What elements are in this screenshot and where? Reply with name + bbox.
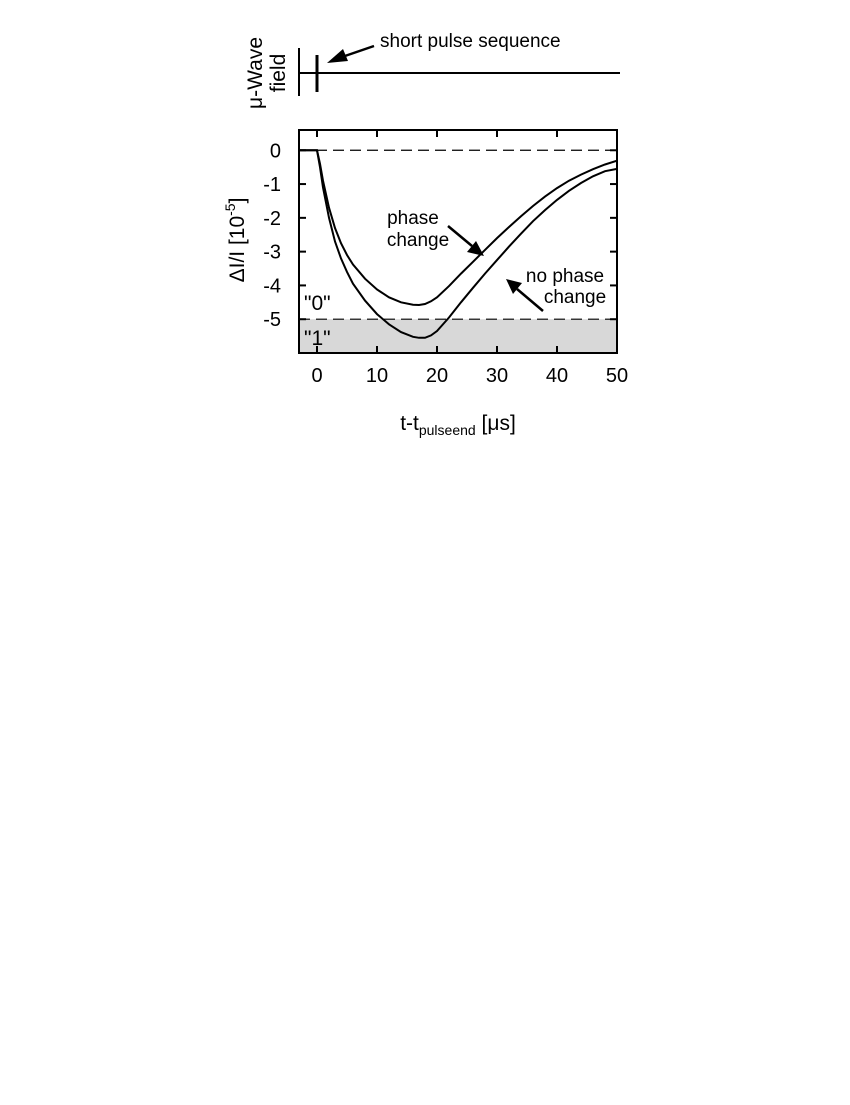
- x-tick-label-30: 30: [486, 365, 508, 387]
- y-axis-title-superscript: -5: [222, 203, 238, 216]
- y-tick-label--2: -2: [263, 208, 281, 230]
- state-label-0: "0": [304, 292, 331, 315]
- annotation-no-phase-change-line2: change: [544, 287, 606, 308]
- series-line-1: [299, 149, 618, 339]
- phase-change-arrow-shaft: [447, 225, 473, 247]
- pulse-panel: short pulse sequence μ-Wave field: [244, 31, 620, 109]
- y-axis-title: ΔI/I [10-5]: [222, 198, 249, 283]
- no-phase-change-arrow-head: [506, 279, 522, 294]
- y-tick-label--4: -4: [263, 275, 281, 297]
- y-tick-label--1: -1: [263, 174, 281, 196]
- no-phase-change-arrow-shaft: [516, 288, 544, 312]
- annotation-no-phase-change: no phase change: [506, 266, 606, 312]
- annotation-phase-change-line1: phase: [387, 208, 439, 229]
- y-axis-title-main: ΔI/I [10: [226, 216, 249, 283]
- annotation-phase-change-line2: change: [387, 230, 449, 251]
- phase-change-arrow-head: [467, 241, 484, 256]
- x-axis-title: t-tpulseend [μs]: [400, 412, 516, 438]
- x-tick-label-20: 20: [426, 365, 448, 387]
- threshold-region: [299, 319, 617, 353]
- x-ticks: 0 10 20 30 40 50: [311, 130, 628, 387]
- pulse-arrow-head: [327, 49, 348, 63]
- y-axis-title-end: ]: [226, 198, 249, 204]
- x-tick-label-50: 50: [606, 365, 628, 387]
- plot-frame: [298, 129, 618, 354]
- x-axis-title-unit: [μs]: [476, 412, 516, 435]
- x-tick-label-0: 0: [311, 365, 322, 387]
- pulse-y-label-line1: μ-Wave: [244, 37, 267, 109]
- main-plot: 0 10 20 30 40 50 0 -1 -2 -3 -4 -5 "0" "1" phase ch…: [222, 129, 628, 438]
- series-line-0: [299, 149, 618, 307]
- pulse-y-label-line2: field: [267, 54, 290, 93]
- state-label-1: "1": [304, 327, 331, 350]
- x-axis-title-main: t-t: [400, 412, 419, 435]
- x-axis-title-subscript: pulseend: [419, 422, 476, 438]
- y-tick-label-0: 0: [270, 140, 281, 162]
- x-tick-label-40: 40: [546, 365, 568, 387]
- x-tick-label-10: 10: [366, 365, 388, 387]
- y-tick-label--5: -5: [263, 309, 281, 331]
- pulse-arrow-shaft: [341, 44, 375, 59]
- series-group: [299, 149, 618, 339]
- y-ticks: 0 -1 -2 -3 -4 -5: [263, 140, 617, 331]
- y-tick-label--3: -3: [263, 242, 281, 264]
- annotation-no-phase-change-line1: no phase: [526, 266, 604, 287]
- pulse-annotation: short pulse sequence: [380, 31, 561, 52]
- annotation-phase-change: phase change: [387, 208, 484, 256]
